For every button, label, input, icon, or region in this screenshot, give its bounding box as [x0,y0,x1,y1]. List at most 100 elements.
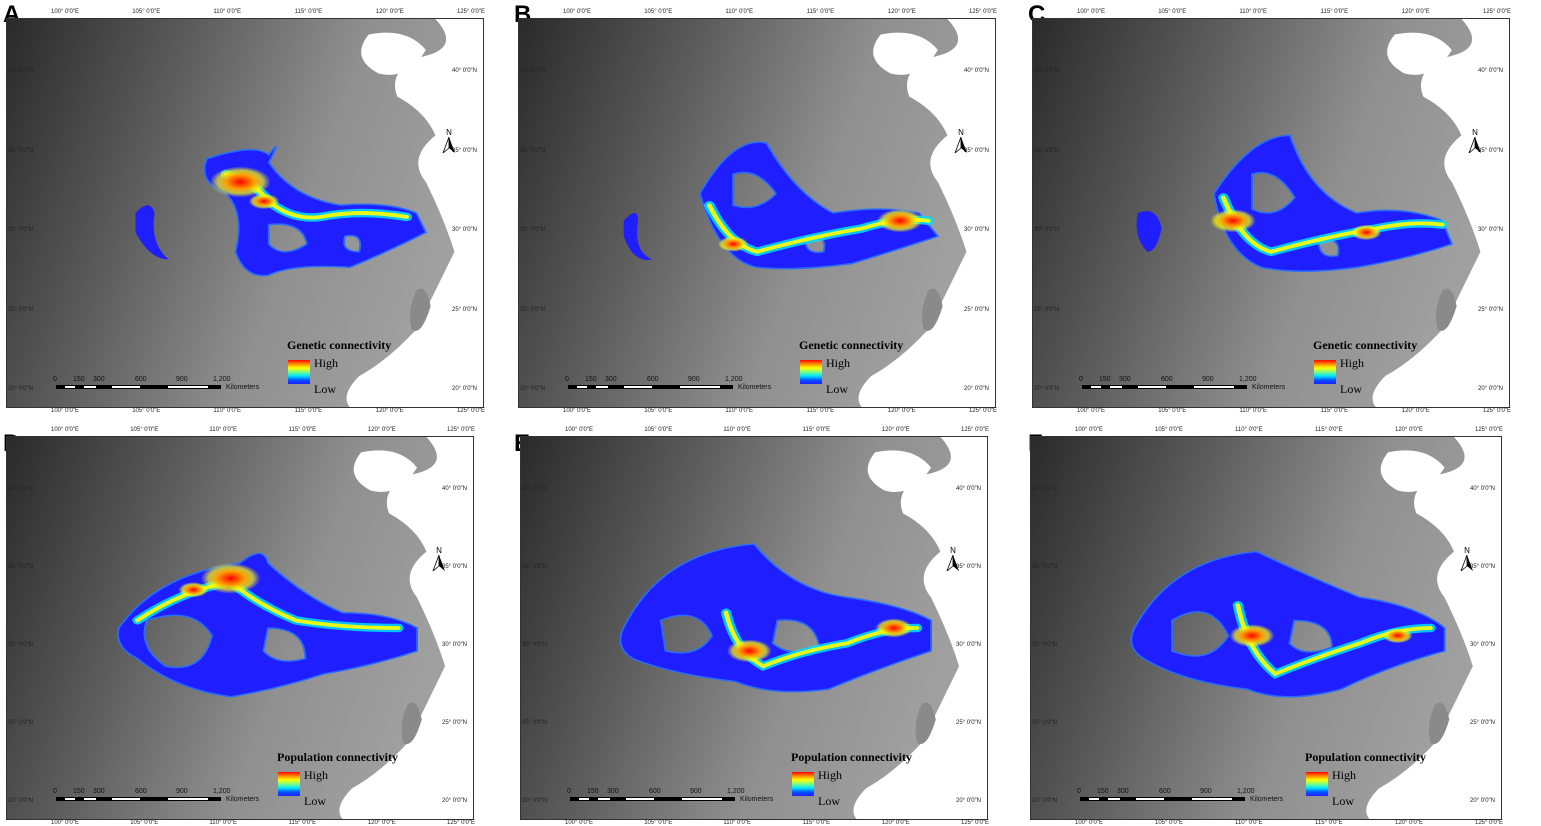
scale-bar: 0 150 300 600 900 1,200 Kilometers [567,788,790,806]
scale-unit: Kilometers [226,796,260,803]
legend-title: Population connectivity [1305,750,1427,764]
scale-label: 900 [690,788,702,795]
latitude-tick: 20° 0′0″N [520,386,545,392]
longitude-tick: 110° 0′0″E [723,820,751,826]
legend-color-ramp [800,360,822,384]
latitude-tick: 25° 0′0″N [8,306,33,313]
north-arrow-icon: N [1460,546,1474,573]
latitude-tick: 30° 0′0″N [442,642,467,648]
legend-high-label: High [304,768,328,782]
longitude-tick: 120° 0′0″E [1401,408,1430,414]
longitude-tick: 120° 0′0″E [367,427,396,433]
longitude-tick: 100° 0′0″E [51,820,80,826]
terrain-map [7,19,483,407]
longitude-tick: 105° 0′0″E [1158,9,1187,15]
north-label: N [958,128,964,137]
latitude-tick: 30° 0′0″N [8,642,33,648]
longitude-tick: 100° 0′0″E [51,408,80,414]
latitude-tick: 30° 0′0″N [1032,642,1057,648]
longitude-tick: 120° 0′0″E [887,9,916,15]
latitude-tick: 25° 0′0″N [522,720,547,726]
latitude-tick: 40° 0′0″N [8,68,33,74]
scale-label: 900 [176,376,188,383]
scale-bar: 0 150 300 600 900 1,200 Kilometers [53,788,276,806]
longitude-tick: 125° 0′0″E [961,427,990,433]
longitude-tick: 125° 0′0″E [969,408,998,414]
scale-label: 1,200 [213,376,231,383]
latitude-tick: 25° 0′0″N [1034,306,1059,313]
latitude-tick: 35° 0′0″N [8,564,33,570]
latitude-tick: 25° 0′0″N [442,720,467,726]
scale-label: 0 [567,788,571,795]
connectivity-surface [135,146,428,277]
north-label: N [1472,128,1478,137]
legend-high-label: High [314,356,338,370]
north-arrow-icon: N [442,128,456,155]
hotspot [209,166,271,198]
sea-area [1372,19,1509,407]
map-panel[interactable] [6,18,484,408]
scale-label: 1,200 [213,788,231,795]
latitude-tick: 30° 0′0″N [956,642,981,648]
scale-label: 150 [1097,788,1109,795]
north-label: N [446,128,452,137]
longitude-tick: 110° 0′0″E [1239,408,1267,414]
latitude-tick: 25° 0′0″N [1470,720,1495,726]
scale-label: 1,200 [1237,788,1255,795]
latitude-tick: 20° 0′0″N [956,798,981,804]
longitude-tick: 110° 0′0″E [1235,427,1263,433]
latitude-tick: 35° 0′0″N [452,147,477,154]
scale-label: 150 [1099,376,1111,383]
legend-color-ramp [288,360,310,384]
latitude-tick: 35° 0′0″N [1478,147,1503,154]
longitude-tick: 105° 0′0″E [644,408,673,414]
map-panel[interactable] [520,436,988,820]
latitude-tick: 20° 0′0″N [1034,386,1059,392]
longitude-tick: 110° 0′0″E [209,820,237,826]
longitude-tick: 100° 0′0″E [563,9,592,15]
island [1428,702,1450,745]
latitude-tick: 40° 0′0″N [520,68,545,74]
longitude-tick: 115° 0′0″E [294,408,323,414]
scale-label: 300 [605,376,617,383]
hotspot [248,193,280,210]
scale-label: 900 [176,788,188,795]
latitude-tick: 35° 0′0″N [442,564,467,570]
latitude-tick: 40° 0′0″N [1034,68,1059,74]
latitude-tick: 40° 0′0″N [522,486,547,492]
longitude-tick: 115° 0′0″E [806,9,835,15]
scale-label: 0 [1077,788,1081,795]
latitude-tick: 20° 0′0″N [522,798,547,804]
latitude-tick: 35° 0′0″N [964,147,989,154]
map-panel[interactable] [518,18,996,408]
map-panel[interactable] [6,436,474,820]
longitude-tick: 100° 0′0″E [51,427,80,433]
scale-label: 600 [649,788,661,795]
longitude-tick: 120° 0′0″E [1395,427,1424,433]
latitude-tick: 35° 0′0″N [520,147,545,154]
longitude-tick: 100° 0′0″E [1077,408,1106,414]
legend-high-label: High [826,356,850,370]
longitude-tick: 100° 0′0″E [565,427,594,433]
legend-low-label: Low [1340,382,1362,396]
longitude-tick: 125° 0′0″E [447,427,476,433]
map-panel[interactable] [1032,18,1510,408]
scale-unit: Kilometers [226,384,260,391]
longitude-tick: 100° 0′0″E [1077,9,1106,15]
latitude-tick: 20° 0′0″N [1032,798,1057,804]
legend-color-ramp [1314,360,1336,384]
latitude-tick: 40° 0′0″N [8,486,33,492]
scale-label: 0 [565,376,569,383]
scale-label: 600 [647,376,659,383]
scale-bar: 0 150 300 600 900 1,200 Kilometers [1079,376,1302,394]
scale-label: 0 [1079,376,1083,383]
hotspot [876,209,923,233]
latitude-tick: 40° 0′0″N [956,486,981,492]
scale-label: 150 [73,788,85,795]
map-panel[interactable] [1030,436,1502,820]
longitude-tick: 120° 0′0″E [1395,820,1424,826]
latitude-tick: 20° 0′0″N [1470,798,1495,804]
north-arrow-icon: N [946,546,960,573]
hotspot [178,582,209,598]
latitude-tick: 40° 0′0″N [1470,486,1495,492]
